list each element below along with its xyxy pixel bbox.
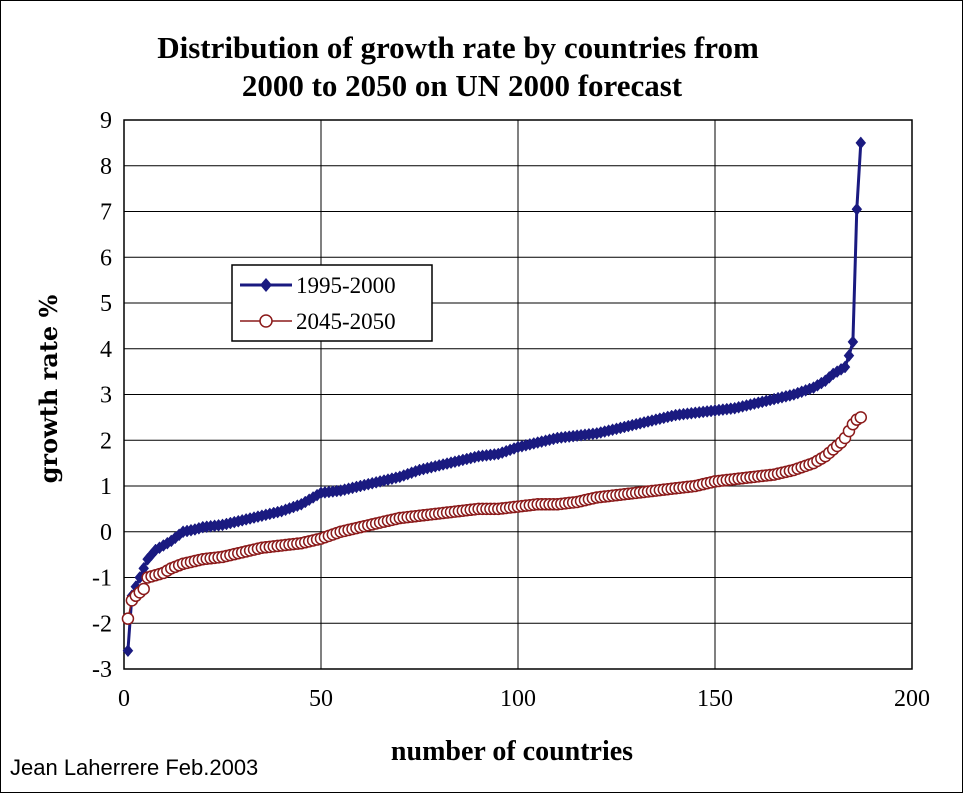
- data-point: [137, 582, 150, 596]
- author-credit: Jean Laherrere Feb.2003: [10, 755, 258, 780]
- grid-lines: [124, 120, 912, 669]
- x-axis-tick-labels: 0 50 100 150 200: [118, 686, 930, 712]
- data-point: [851, 202, 863, 216]
- series-1995-2000: [122, 136, 867, 658]
- y-tick-label: 9: [100, 108, 112, 134]
- y-tick-label: -2: [92, 611, 112, 637]
- x-tick-label: 100: [500, 686, 536, 712]
- y-tick-label: -1: [92, 566, 112, 592]
- data-point: [847, 335, 859, 349]
- data-point: [855, 136, 867, 150]
- data-point: [839, 360, 851, 374]
- x-tick-label: 50: [309, 686, 333, 712]
- chart-title-line-2: 2000 to 2050 on UN 2000 forecast: [242, 68, 683, 103]
- y-tick-label: 7: [100, 200, 112, 226]
- chart-title-line-1: Distribution of growth rate by countries…: [157, 30, 759, 65]
- y-tick-label: 0: [100, 520, 112, 546]
- x-tick-label: 0: [118, 686, 130, 712]
- x-tick-label: 150: [697, 686, 733, 712]
- data-point: [843, 349, 855, 363]
- x-axis-label: number of countries: [391, 736, 633, 767]
- data-point: [122, 644, 134, 658]
- data-point: [854, 411, 868, 424]
- legend-marker-circle: [259, 314, 273, 328]
- legend-label-2045-2050: 2045-2050: [296, 309, 396, 334]
- legend: 1995-2000 2045-2050: [231, 264, 433, 342]
- series-2045-2050: [121, 411, 868, 625]
- data-point: [121, 612, 135, 625]
- legend-marker-diamond: [260, 278, 272, 292]
- x-tick-label: 200: [894, 686, 930, 712]
- legend-label-1995-2000: 1995-2000: [296, 273, 396, 298]
- legend-box: [231, 264, 433, 342]
- series-group: [121, 136, 868, 658]
- y-tick-label: 3: [100, 383, 112, 409]
- y-tick-label: 4: [100, 337, 112, 363]
- y-tick-label: 2: [100, 428, 112, 454]
- y-tick-label: 8: [100, 154, 112, 180]
- y-axis-label: growth rate %: [34, 294, 63, 483]
- y-tick-label: 5: [100, 291, 112, 317]
- y-tick-label: 1: [100, 474, 112, 500]
- y-tick-label: 6: [100, 245, 112, 271]
- y-axis-tick-labels: -3 -2 -1 0 1 2 3 4 5 6 7 8 9: [92, 108, 112, 683]
- y-tick-label: -3: [92, 657, 112, 683]
